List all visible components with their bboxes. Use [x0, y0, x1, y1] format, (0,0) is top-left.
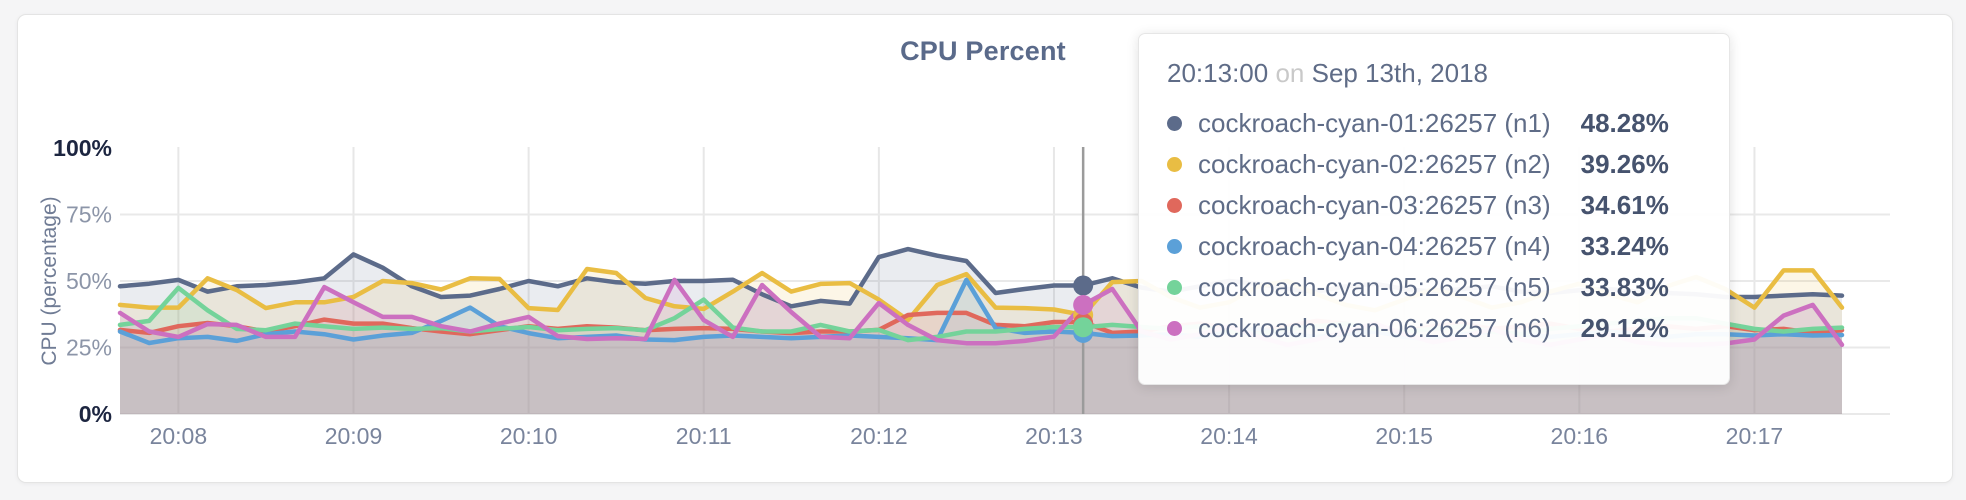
- hover-dot-n1: [1073, 275, 1094, 296]
- x-tick-label: 20:14: [1200, 423, 1258, 449]
- y-tick-label: 25%: [66, 335, 112, 361]
- tooltip-row: cockroach-cyan-02:26257 (n2) 39.26%: [1167, 144, 1701, 185]
- series-dot-icon: [1167, 321, 1182, 336]
- tooltip-row: cockroach-cyan-06:26257 (n6) 29.12%: [1167, 308, 1701, 349]
- series-name: cockroach-cyan-04:26257 (n4): [1198, 231, 1551, 261]
- hover-dot-n5: [1073, 317, 1094, 338]
- series-dot-icon: [1167, 116, 1182, 131]
- series-value: 34.61%: [1580, 190, 1669, 220]
- x-tick-label: 20:13: [1025, 423, 1083, 449]
- series-dot-icon: [1167, 157, 1182, 172]
- tooltip-row: cockroach-cyan-05:26257 (n5) 33.83%: [1167, 267, 1701, 308]
- series-name: cockroach-cyan-01:26257 (n1): [1198, 108, 1551, 138]
- series-value: 33.24%: [1580, 231, 1669, 261]
- x-tick-label: 20:10: [500, 423, 558, 449]
- series-name: cockroach-cyan-06:26257 (n6): [1198, 313, 1551, 343]
- x-tick-label: 20:08: [150, 423, 208, 449]
- tooltip-rows: cockroach-cyan-01:26257 (n1) 48.28% cockro…: [1167, 103, 1701, 349]
- series-dot-icon: [1167, 198, 1182, 213]
- hover-indicator: [1073, 147, 1094, 414]
- x-tick-label: 20:09: [325, 423, 383, 449]
- x-tick-label: 20:15: [1375, 423, 1433, 449]
- y-tick-label: 50%: [66, 268, 112, 294]
- x-tick-label: 20:16: [1551, 423, 1609, 449]
- chart-tooltip: 20:13:00 on Sep 13th, 2018 cockroach-cya…: [1138, 33, 1730, 385]
- hover-dot-n6: [1073, 294, 1094, 315]
- series-name: cockroach-cyan-05:26257 (n5): [1198, 272, 1551, 302]
- series-value: 29.12%: [1580, 313, 1669, 343]
- series-value: 48.28%: [1580, 108, 1669, 138]
- series-dot-icon: [1167, 239, 1182, 254]
- series-value: 33.83%: [1580, 272, 1669, 302]
- series-dot-icon: [1167, 280, 1182, 295]
- series-name: cockroach-cyan-03:26257 (n3): [1198, 190, 1551, 220]
- x-tick-label: 20:17: [1726, 423, 1784, 449]
- y-axis-title: CPU (percentage): [38, 196, 61, 365]
- series-value: 39.26%: [1580, 149, 1669, 179]
- tooltip-row: cockroach-cyan-03:26257 (n3) 34.61%: [1167, 185, 1701, 226]
- tooltip-date: Sep 13th, 2018: [1311, 58, 1488, 88]
- y-tick-label: 75%: [66, 202, 112, 228]
- x-axis-labels: 20:08 20:09 20:10 20:11 20:12 20:13 20:14 20:15…: [150, 423, 1784, 449]
- y-tick-label: 0%: [79, 401, 112, 427]
- tooltip-preposition: on: [1275, 58, 1305, 88]
- x-tick-label: 20:11: [676, 423, 732, 449]
- tooltip-row: cockroach-cyan-01:26257 (n1) 48.28%: [1167, 103, 1701, 144]
- tooltip-row: cockroach-cyan-04:26257 (n4) 33.24%: [1167, 226, 1701, 267]
- tooltip-header: 20:13:00 on Sep 13th, 2018: [1167, 58, 1701, 89]
- chart-title: CPU Percent: [900, 36, 1066, 66]
- tooltip-time: 20:13:00: [1167, 58, 1269, 88]
- series-name: cockroach-cyan-02:26257 (n2): [1198, 149, 1551, 179]
- y-tick-label: 100%: [53, 135, 112, 161]
- x-tick-label: 20:12: [850, 423, 908, 449]
- y-axis-labels: 0% 25% 50% 75% 100%: [53, 135, 112, 427]
